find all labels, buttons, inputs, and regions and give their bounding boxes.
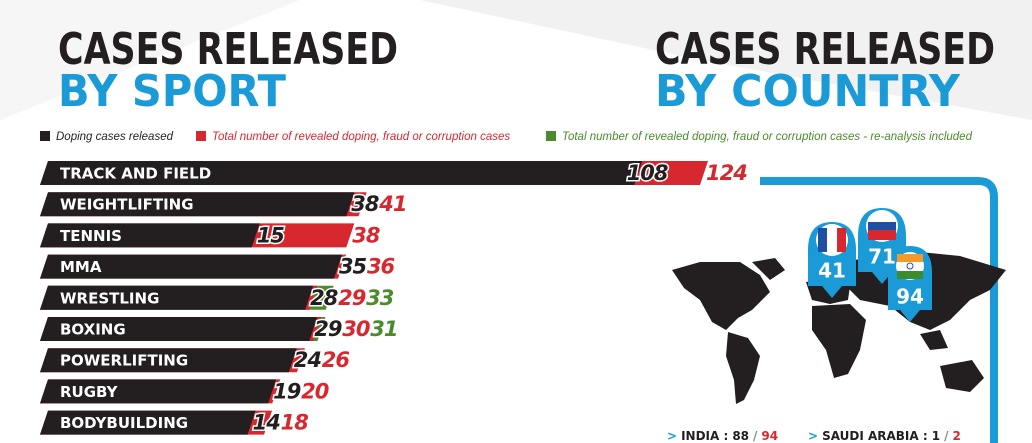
continent (920, 330, 948, 350)
continent (672, 262, 770, 330)
summary-part: SAUDI ARABIA (822, 429, 919, 443)
bar (40, 348, 297, 373)
legend-label: Total number of revealed doping, fraud o… (562, 131, 973, 143)
value-label: 19 (273, 379, 301, 403)
pin-value: 71 (868, 245, 896, 269)
legend-swatch (40, 131, 50, 141)
value-label: 28 (310, 286, 338, 310)
flag (837, 228, 846, 252)
summary-part: / (753, 429, 758, 443)
category-label: WRESTLING (60, 289, 159, 307)
continent (812, 304, 866, 378)
category-label: TRACK AND FIELD (60, 165, 211, 183)
category-label: WEIGHTLIFTING (60, 196, 194, 214)
summary-part: > (667, 429, 677, 443)
value-label: 108 (627, 161, 668, 185)
summary-part: : (724, 429, 729, 443)
pin-value: 94 (896, 285, 924, 309)
legend-label: Doping cases released (56, 131, 174, 143)
value-label: 29 (338, 286, 366, 310)
flag (818, 228, 827, 252)
value-label: 20 (301, 379, 329, 403)
bar (40, 317, 318, 341)
bar (40, 379, 277, 404)
category-label: TENNIS (60, 227, 122, 245)
legend-swatch (196, 131, 206, 141)
legend-swatch (546, 131, 556, 141)
panel-title: CASES RELEASED (655, 24, 995, 75)
category-label: BODYBUILDING (60, 414, 188, 432)
bar (40, 161, 643, 185)
summary-part: 1 (932, 429, 940, 443)
category-label: POWERLIFTING (60, 352, 188, 370)
frame-line (760, 177, 998, 443)
category-label: BOXING (60, 321, 126, 339)
value-label: 33 (366, 286, 394, 310)
pin-value: 41 (818, 259, 846, 283)
value-label: 36 (367, 255, 395, 279)
bar (40, 192, 355, 217)
chart-title: CASES RELEASED (58, 24, 398, 75)
summary-part: : (923, 429, 928, 443)
value-label: 29 (314, 317, 342, 341)
value-label: 18 (281, 411, 309, 435)
value-label: 31 (370, 317, 397, 341)
continent (726, 332, 760, 404)
bar (40, 410, 256, 435)
continent (752, 258, 785, 280)
flag (868, 222, 896, 230)
category-label: MMA (60, 258, 102, 276)
value-label: 24 (294, 348, 322, 372)
value-label: 124 (706, 161, 747, 185)
flag (897, 254, 923, 262)
background-shape (420, 0, 1032, 120)
country-summary: > SAUDI ARABIA:1 /2 (808, 429, 961, 443)
continent (940, 360, 984, 392)
summary-part: 2 (952, 429, 960, 443)
value-label: 41 (378, 192, 406, 216)
value-label: 15 (257, 223, 285, 247)
summary-part: > (808, 429, 818, 443)
value-label: 35 (339, 255, 367, 279)
value-label: 30 (342, 317, 370, 341)
flag (868, 230, 896, 240)
flag (906, 262, 914, 270)
bar (40, 254, 342, 279)
pin-france (808, 222, 856, 298)
pin-india (888, 246, 932, 322)
bar (40, 285, 314, 310)
chart-title: BY SPORT (58, 66, 286, 117)
background-shape (0, 0, 300, 120)
value-label: 38 (352, 223, 380, 247)
summary-part: 88 (732, 429, 749, 443)
country-summary: > INDIA:88 /94 (667, 429, 778, 443)
summary-part: INDIA (681, 429, 720, 443)
summary-part: / (944, 429, 949, 443)
flag (897, 271, 923, 279)
category-label: RUGBY (60, 383, 119, 401)
summary-part: 94 (761, 429, 778, 443)
value-label: 38 (351, 192, 379, 216)
bar (40, 223, 260, 248)
value-label: 26 (322, 348, 350, 372)
legend-label: Total number of revealed doping, fraud o… (212, 131, 510, 143)
panel-title: BY COUNTRY (655, 66, 961, 117)
value-label: 14 (253, 411, 281, 435)
